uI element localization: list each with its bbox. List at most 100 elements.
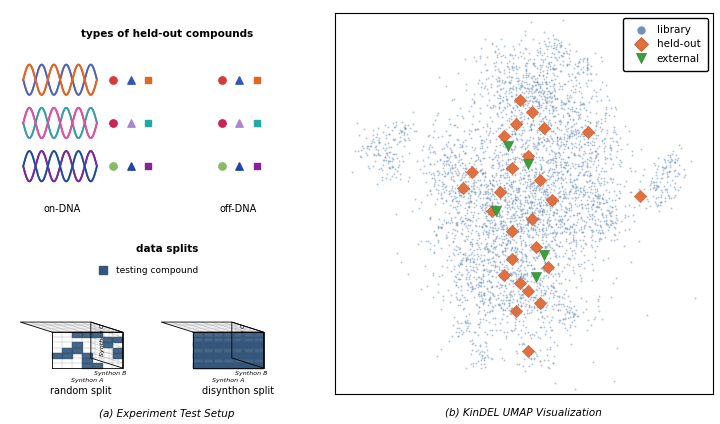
- Point: [516, 156, 528, 163]
- Point: [499, 271, 510, 278]
- Point: [640, 205, 652, 212]
- Point: [565, 140, 577, 147]
- Point: [567, 108, 578, 114]
- Point: [523, 127, 535, 134]
- Point: [501, 225, 513, 232]
- Point: [525, 181, 536, 188]
- Point: [528, 209, 539, 215]
- Point: [590, 132, 601, 139]
- Point: [530, 149, 541, 156]
- Point: [408, 128, 420, 135]
- Point: [125, 163, 136, 170]
- Point: [493, 159, 505, 165]
- Point: [498, 42, 509, 49]
- Point: [429, 177, 441, 184]
- Point: [490, 207, 502, 214]
- Point: [462, 319, 473, 326]
- Point: [544, 249, 555, 256]
- Point: [596, 316, 608, 323]
- Point: [541, 301, 552, 308]
- Point: [510, 134, 522, 141]
- Point: [553, 149, 564, 156]
- Point: [569, 255, 580, 262]
- Point: [667, 147, 678, 154]
- Point: [528, 272, 539, 279]
- Point: [525, 126, 536, 132]
- Point: [518, 311, 530, 318]
- Point: [526, 198, 537, 204]
- Point: [547, 173, 559, 180]
- Point: [541, 346, 552, 353]
- Point: [461, 324, 472, 331]
- Point: [547, 211, 559, 218]
- Point: [541, 265, 553, 272]
- Point: [557, 83, 568, 89]
- Point: [655, 186, 667, 193]
- Point: [557, 86, 568, 93]
- Point: [574, 102, 585, 109]
- Point: [685, 158, 697, 165]
- Point: [579, 148, 590, 155]
- Point: [608, 127, 620, 134]
- Point: [574, 132, 585, 139]
- Point: [476, 252, 487, 259]
- Point: [607, 137, 618, 144]
- Point: [563, 113, 575, 120]
- Point: [495, 172, 507, 179]
- Point: [472, 310, 483, 316]
- Point: [444, 190, 455, 197]
- Point: [534, 176, 546, 183]
- Point: [590, 203, 602, 210]
- Point: [544, 93, 556, 100]
- Point: [519, 194, 531, 201]
- Point: [437, 200, 449, 206]
- Point: [616, 146, 627, 153]
- Polygon shape: [253, 338, 264, 342]
- Point: [586, 227, 598, 234]
- Point: [548, 45, 559, 52]
- Point: [562, 61, 573, 68]
- Point: [526, 93, 538, 100]
- Point: [564, 172, 575, 179]
- Point: [476, 80, 487, 86]
- Point: [555, 39, 567, 46]
- Point: [503, 237, 514, 244]
- Point: [546, 104, 557, 111]
- Point: [503, 301, 514, 308]
- Point: [542, 191, 554, 198]
- Point: [549, 168, 561, 175]
- Point: [487, 230, 499, 237]
- Point: [527, 155, 539, 162]
- Point: [505, 287, 517, 294]
- Point: [561, 138, 572, 145]
- Point: [530, 98, 541, 105]
- Point: [485, 217, 497, 223]
- Point: [521, 213, 532, 220]
- Point: [524, 92, 536, 99]
- Point: [662, 189, 673, 195]
- Point: [520, 368, 531, 375]
- Point: [507, 139, 518, 146]
- Point: [527, 193, 539, 200]
- Point: [557, 16, 569, 23]
- Point: [541, 137, 552, 144]
- Point: [567, 105, 578, 112]
- Point: [490, 59, 502, 66]
- Point: [614, 190, 626, 196]
- Point: [519, 240, 531, 247]
- Point: [519, 199, 531, 206]
- Point: [539, 95, 551, 102]
- Point: [510, 87, 521, 94]
- Point: [501, 201, 513, 207]
- Point: [482, 354, 494, 361]
- Point: [564, 165, 576, 172]
- Point: [530, 241, 541, 248]
- Point: [533, 99, 544, 106]
- Point: [508, 212, 520, 218]
- Point: [526, 304, 537, 311]
- Point: [520, 210, 531, 217]
- Point: [492, 46, 503, 53]
- Polygon shape: [233, 363, 243, 368]
- Point: [613, 161, 624, 167]
- Point: [523, 215, 535, 222]
